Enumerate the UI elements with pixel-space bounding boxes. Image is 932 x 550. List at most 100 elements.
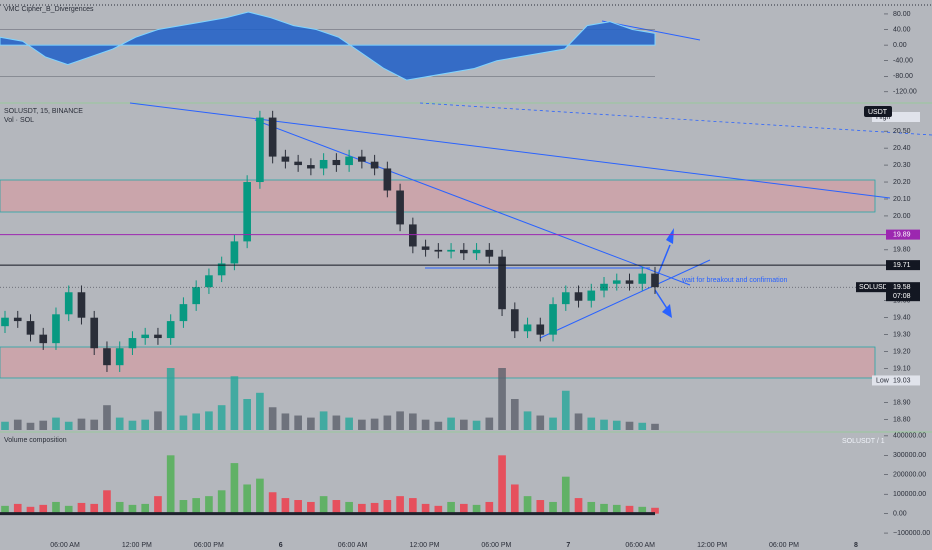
volume-composition-bar — [625, 505, 634, 514]
low-badge — [872, 375, 920, 386]
oscillator-area — [0, 11, 656, 81]
x-tick-label: 6 — [279, 542, 283, 549]
candle-body — [345, 156, 353, 166]
candle-body — [485, 249, 494, 257]
volume-bar — [179, 415, 188, 430]
volume-bar — [587, 417, 596, 430]
y-tick-label: 19.30 — [893, 332, 911, 339]
volume-bar — [13, 419, 22, 430]
volume-bar — [281, 413, 290, 430]
volume-composition-bar — [421, 503, 430, 514]
last-price: 19.58 — [893, 284, 911, 291]
candle-body — [26, 321, 35, 335]
candle-body — [332, 159, 341, 166]
indicator-title: VMC Cipher_B_Divergences — [4, 6, 94, 13]
volume-composition-bar — [447, 501, 455, 514]
y-tick-label: 20.20 — [893, 179, 911, 186]
annotation: wait for breakout and confirmation — [681, 277, 788, 284]
candle-body — [370, 161, 379, 169]
volume-composition-bar — [77, 502, 86, 514]
candle-body — [536, 324, 545, 335]
data-layer: 20.5020.4020.3020.2020.1020.0019.8019.50… — [0, 11, 930, 549]
volume-bar — [205, 411, 213, 430]
y-tick-label: -40.00 — [893, 58, 913, 65]
volume-composition-bar — [103, 490, 111, 514]
high-badge — [872, 112, 920, 122]
volume-bar — [523, 411, 532, 430]
volume-bar — [26, 422, 35, 430]
trend-line — [419, 102, 932, 136]
volume-bar — [268, 407, 277, 430]
candle-body — [268, 117, 277, 157]
x-tick-label: 06:00 PM — [194, 542, 224, 549]
x-tick-label: 8 — [854, 542, 858, 549]
candle-body — [358, 156, 366, 162]
volume-composition-bar — [256, 478, 264, 514]
volume-composition-bar — [396, 496, 404, 514]
volume-composition-bar — [128, 504, 137, 514]
volume-composition-bar — [536, 500, 545, 514]
candle-body — [460, 249, 468, 254]
y-tick-label: 40.00 — [893, 26, 911, 33]
y-tick-label: 300000.00 — [893, 452, 926, 459]
x-tick-label: 12:00 PM — [410, 542, 440, 549]
y-tick-label: 19.20 — [893, 348, 911, 355]
volume-composition-bar — [332, 500, 341, 514]
volume-bar — [358, 419, 366, 430]
level-badge — [886, 260, 920, 271]
volume-bar — [141, 419, 150, 430]
y-tick-label: 19.80 — [893, 247, 911, 254]
candle-body — [638, 273, 647, 284]
volume-bar — [166, 368, 175, 430]
volume-bar — [625, 421, 634, 430]
low-label: 19.03 — [893, 377, 911, 384]
volume-composition-bar — [523, 496, 532, 514]
arrow-head — [662, 304, 672, 318]
volume-bar — [154, 411, 162, 430]
volume-symbol: SOLUSDT / 1 — [842, 438, 885, 445]
last-price-badge — [886, 282, 920, 302]
candle-body — [281, 156, 290, 162]
volume-bar — [549, 417, 557, 430]
volume-bar — [90, 419, 99, 430]
candle-body — [294, 161, 302, 166]
x-tick-label: 7 — [566, 542, 570, 549]
y-tick-label: 18.80 — [893, 416, 911, 423]
volume-composition-bar — [307, 501, 315, 514]
candle-body — [90, 317, 99, 349]
candle-body — [1, 317, 9, 327]
y-tick-label: 20.30 — [893, 162, 911, 169]
volume-bar — [561, 390, 570, 430]
volume-composition-bar — [383, 500, 392, 514]
volume-composition-bar — [192, 498, 200, 514]
candle-body — [319, 159, 328, 169]
volume-bar — [332, 415, 341, 430]
candle-body — [141, 334, 150, 339]
candle-body — [230, 241, 239, 264]
y-tick-label: 20.50 — [893, 128, 911, 135]
volume-bar — [396, 411, 404, 430]
volume-bar — [638, 422, 647, 430]
arrow-head — [666, 228, 674, 244]
volume-bar — [472, 420, 481, 430]
level-label: 19.71 — [893, 262, 911, 269]
candle-body — [625, 280, 634, 284]
volume-composition-bar — [370, 502, 379, 514]
volume-bar — [52, 417, 60, 430]
x-tick-label: 06:00 AM — [50, 542, 80, 549]
volume-bar — [103, 405, 111, 430]
volume-composition-bar — [409, 498, 417, 514]
candle-body — [217, 263, 226, 276]
currency-badge — [864, 106, 892, 117]
volume-bar — [256, 392, 264, 430]
level-label: 19.89 — [893, 231, 911, 238]
volume-bar — [409, 413, 417, 430]
volume-composition-bar — [549, 501, 557, 514]
volume-bar — [345, 417, 353, 430]
y-tick-label: 18.90 — [893, 399, 911, 406]
volume-bar — [39, 420, 48, 430]
volume-bar — [243, 399, 251, 430]
candle-body — [549, 304, 557, 335]
